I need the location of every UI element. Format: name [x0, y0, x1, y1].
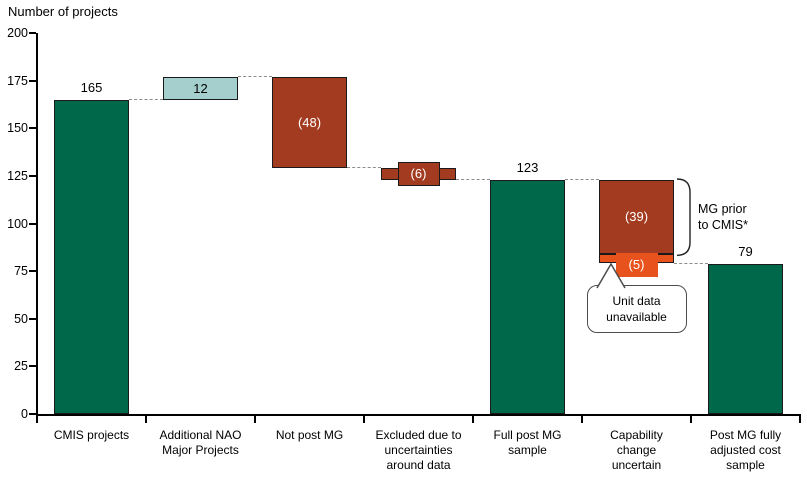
y-tick: [29, 174, 36, 177]
x-tick: [363, 416, 365, 423]
bar-value-label: 165: [80, 79, 103, 95]
y-tick: [29, 413, 36, 415]
bar-value-label: 79: [738, 243, 753, 259]
connector-line: [129, 98, 163, 100]
bar-value-label: 123: [516, 159, 539, 175]
x-category-label: Not post MG: [275, 428, 344, 442]
x-category-label: Additional NAO Major Projects: [159, 428, 242, 457]
bar-segment: [54, 99, 129, 414]
y-tick-label: 175: [7, 73, 28, 88]
bracket-label: MG prior to CMIS*: [698, 201, 749, 232]
x-tick: [145, 416, 147, 423]
bar-segment: (48): [272, 76, 347, 169]
y-tick: [29, 317, 36, 320]
y-axis-line: [36, 33, 38, 416]
connector-line: [456, 178, 490, 180]
x-tick: [254, 416, 256, 423]
y-tick: [29, 270, 36, 273]
bar-segment-label-patch: (6): [397, 161, 440, 186]
connector-line: [565, 178, 599, 180]
x-axis-line: [36, 414, 801, 416]
x-category-label: CMIS projects: [53, 428, 130, 442]
y-tick-label: 25: [14, 359, 28, 374]
x-category-label: Capability change uncertain: [610, 428, 663, 472]
x-category-label: Excluded due to uncertainties around dat…: [375, 428, 462, 472]
y-tick-label: 150: [7, 121, 28, 136]
x-category-label: Full post MG sample: [493, 428, 562, 457]
bar-segment: [708, 263, 783, 414]
x-tick: [36, 416, 38, 423]
x-category-label: Post MG fully adjusted cost sample: [709, 428, 782, 472]
x-tick: [581, 416, 583, 423]
y-tick-label: 200: [7, 26, 28, 40]
connector-line: [347, 167, 381, 169]
callout-bubble: Unit data unavailable: [586, 284, 687, 333]
y-tick-label: 0: [21, 407, 28, 421]
bar-segment: 12: [163, 76, 238, 100]
y-tick: [29, 365, 36, 368]
bracket-annotation: [676, 177, 691, 256]
y-tick-label: 125: [7, 168, 28, 183]
connector-line: [674, 262, 708, 264]
bar-segment-label-patch: (5): [615, 252, 658, 277]
connector-line: [238, 75, 272, 77]
y-tick-label: 75: [14, 264, 28, 279]
bar-segment: (39): [599, 179, 674, 254]
chart-title: Number of projects: [8, 4, 118, 19]
callout-tail: [595, 262, 626, 288]
y-tick-label: 50: [14, 311, 28, 326]
y-tick: [29, 222, 36, 225]
bar-segment: [490, 179, 565, 414]
x-tick: [799, 416, 801, 423]
x-tick: [690, 416, 692, 423]
y-tick: [29, 127, 36, 130]
y-tick-label: 100: [7, 216, 28, 231]
y-tick: [29, 32, 36, 34]
y-tick: [29, 79, 36, 82]
x-tick: [472, 416, 474, 423]
